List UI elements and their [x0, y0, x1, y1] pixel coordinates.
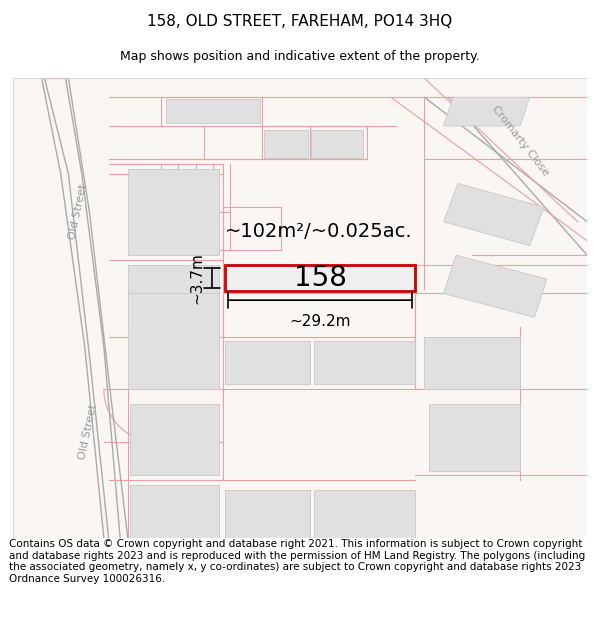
Text: Old Street: Old Street [77, 404, 98, 461]
Polygon shape [443, 98, 530, 126]
Text: Map shows position and indicative extent of the property.: Map shows position and indicative extent… [120, 50, 480, 62]
Polygon shape [263, 130, 308, 158]
Polygon shape [128, 265, 218, 332]
Polygon shape [166, 99, 260, 123]
Polygon shape [311, 130, 363, 158]
Bar [226, 265, 415, 291]
Polygon shape [443, 183, 544, 246]
Polygon shape [41, 78, 123, 538]
Text: ~102m²/~0.025ac.: ~102m²/~0.025ac. [226, 222, 413, 241]
Polygon shape [226, 489, 310, 538]
Text: 158: 158 [293, 264, 347, 292]
Polygon shape [443, 255, 547, 318]
Text: Cromarty Close: Cromarty Close [490, 103, 551, 178]
Text: Old Street: Old Street [67, 183, 89, 241]
Polygon shape [128, 169, 218, 255]
Polygon shape [314, 341, 415, 384]
Polygon shape [424, 336, 520, 389]
Text: ~3.7m: ~3.7m [189, 252, 204, 304]
Text: 158, OLD STREET, FAREHAM, PO14 3HQ: 158, OLD STREET, FAREHAM, PO14 3HQ [148, 14, 452, 29]
Polygon shape [130, 485, 218, 538]
Polygon shape [226, 341, 310, 384]
Polygon shape [130, 404, 218, 475]
Polygon shape [128, 294, 218, 389]
Polygon shape [429, 404, 520, 471]
Text: ~29.2m: ~29.2m [289, 314, 351, 329]
Text: Contains OS data © Crown copyright and database right 2021. This information is : Contains OS data © Crown copyright and d… [9, 539, 585, 584]
Polygon shape [314, 489, 415, 538]
